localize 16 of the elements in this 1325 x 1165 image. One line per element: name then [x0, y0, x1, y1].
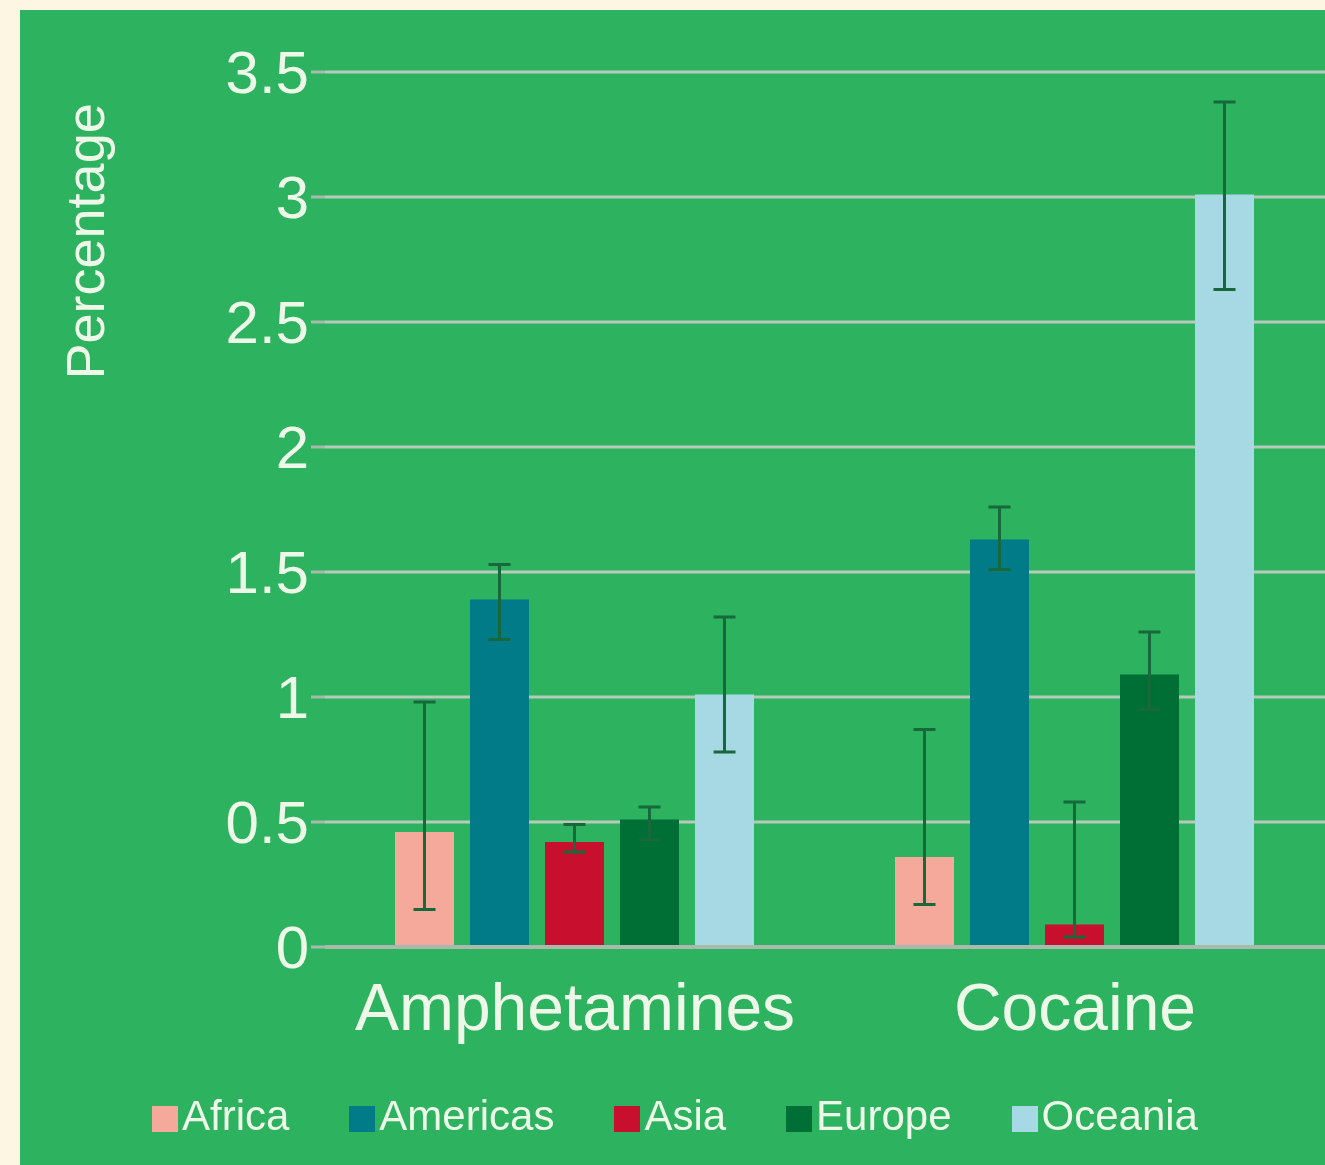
y-tick-label: 0 [275, 914, 309, 982]
legend-label: Africa [182, 1092, 290, 1139]
legend-label: Americas [379, 1092, 555, 1139]
y-tick-label: 0.5 [225, 789, 309, 857]
y-tick-label: 3.5 [225, 39, 309, 107]
legend-label: Oceania [1041, 1092, 1198, 1139]
y-tick-label: 2.5 [225, 289, 309, 357]
x-tick-label: Cocaine [953, 969, 1197, 1044]
legend-label: Asia [644, 1092, 727, 1139]
y-axis-title: Percentage [55, 103, 116, 380]
y-tick-label: 2 [275, 414, 309, 482]
y-tick-label: 1 [275, 664, 309, 732]
y-tick-label: 3 [275, 164, 309, 232]
y-tick-label: 1.5 [225, 539, 309, 607]
x-tick-label: Amphetamines [354, 969, 796, 1044]
legend-label: Europe [816, 1092, 952, 1139]
